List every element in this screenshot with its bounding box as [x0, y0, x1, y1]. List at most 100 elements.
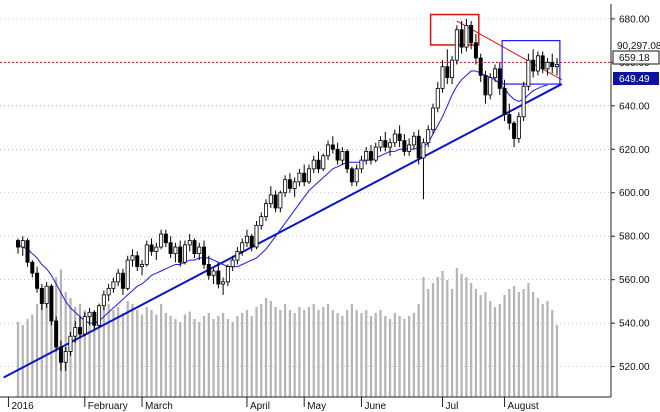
candle	[335, 142, 340, 165]
volume-bar	[83, 310, 86, 397]
volume-bar	[97, 313, 101, 397]
volume-bar	[236, 316, 239, 397]
volume-bar	[508, 289, 511, 397]
candle	[502, 79, 507, 122]
candle-body-down	[206, 264, 211, 276]
candle	[521, 81, 526, 122]
volume-bar	[398, 316, 401, 397]
volume-bar	[245, 310, 249, 397]
candle-body-up	[63, 350, 68, 363]
candle-body-up	[68, 335, 73, 352]
candle-body-up	[435, 88, 440, 109]
volume-bar	[198, 322, 201, 397]
candle	[306, 164, 311, 185]
candle	[106, 284, 111, 302]
moving-average	[17, 70, 548, 324]
candle-body-down	[483, 74, 488, 96]
candle-body-down	[507, 114, 512, 124]
candle	[187, 234, 192, 252]
volume-bar	[365, 310, 368, 397]
candle-body-up	[244, 235, 249, 244]
volume-bar	[231, 322, 234, 397]
candle	[82, 312, 87, 337]
candle-body-up	[87, 311, 92, 318]
candle-body-down	[473, 42, 478, 59]
candle-body-down	[478, 57, 483, 76]
candle-body-up	[359, 159, 364, 170]
candle	[550, 53, 555, 74]
candle	[268, 186, 273, 208]
y-tick-label: 520.00	[619, 362, 650, 373]
candle-body-up	[278, 192, 283, 209]
candle	[163, 229, 168, 248]
candle	[58, 340, 63, 371]
candle-body-down	[550, 61, 555, 68]
candle-body-up	[140, 264, 145, 268]
candle	[230, 255, 235, 271]
volume-bar	[131, 304, 134, 397]
volume-bar	[155, 314, 158, 397]
candle	[297, 168, 302, 187]
candle	[15, 238, 20, 254]
candle-body-up	[340, 151, 345, 161]
volume-bar	[393, 313, 396, 397]
candle	[516, 112, 521, 143]
volume-bar	[269, 301, 272, 397]
candle-body-up	[211, 270, 216, 276]
volume-bar	[341, 316, 344, 397]
x-axis-label: August	[508, 401, 539, 412]
volume-bar	[179, 322, 182, 397]
ma-price-tag-box	[613, 72, 659, 85]
y-tick-label: 560.00	[619, 275, 650, 286]
candle-body-up	[182, 244, 187, 263]
candle	[120, 268, 125, 295]
candle	[87, 307, 92, 326]
candle-body-down	[25, 240, 30, 263]
candle	[545, 57, 550, 76]
candle	[316, 151, 321, 174]
candle	[140, 260, 145, 276]
candle	[287, 173, 292, 193]
volume-bar	[183, 314, 187, 397]
candle-body-up	[421, 142, 426, 159]
candle	[283, 175, 288, 198]
volume-bar	[503, 295, 506, 397]
candle	[512, 121, 517, 148]
candle-body-up	[521, 85, 526, 118]
volume-bar	[59, 269, 63, 397]
volume-bar	[217, 316, 220, 397]
candle-body-down	[120, 272, 125, 289]
candle	[354, 164, 359, 187]
candle	[125, 255, 130, 291]
y-tick-label: 540.00	[619, 319, 650, 330]
candle-body-up	[373, 146, 378, 161]
candle-body-down	[163, 233, 168, 244]
candle-body-down	[349, 168, 354, 183]
last-price-tag-box	[612, 50, 660, 65]
candle-body-up	[297, 172, 302, 183]
candle-body-up	[464, 24, 469, 48]
volume-bar	[140, 314, 144, 397]
candle	[20, 236, 25, 256]
volume-bar	[498, 304, 501, 397]
candle	[273, 190, 278, 213]
candle	[435, 81, 440, 113]
volume-bar	[288, 310, 291, 397]
candle-body-down	[459, 29, 464, 48]
volume-bar	[169, 316, 172, 397]
volume-bar	[455, 268, 458, 397]
volume-bar	[16, 322, 20, 397]
candle-body-up	[364, 151, 369, 161]
candle	[101, 290, 106, 311]
candle-body-up	[240, 242, 245, 252]
candle-body-up	[144, 244, 149, 265]
candle-body-up	[407, 144, 412, 152]
volume-bar	[160, 304, 163, 397]
candle	[292, 177, 297, 198]
candle-body-down	[202, 246, 207, 265]
candle-body-up	[492, 68, 497, 78]
candle-body-up	[221, 281, 226, 285]
candle-body-up	[154, 246, 159, 252]
candle-body-down	[30, 261, 35, 274]
